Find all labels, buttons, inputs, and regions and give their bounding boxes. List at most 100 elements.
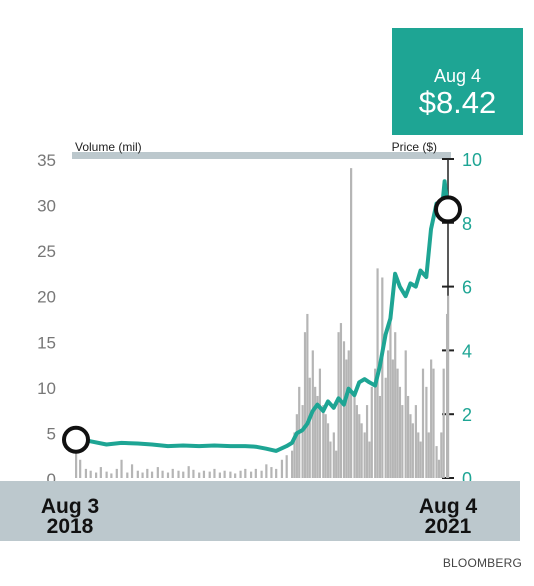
volume-bar <box>345 359 348 478</box>
volume-bar <box>89 470 92 478</box>
volume-bar <box>110 473 113 478</box>
x-axis-band <box>0 481 520 541</box>
x-start-year: 2018 <box>47 515 94 538</box>
right-tick-label: 0 <box>462 469 472 489</box>
volume-bar <box>244 468 247 478</box>
volume-bar <box>440 432 443 478</box>
volume-bar <box>374 368 377 478</box>
volume-bar <box>326 423 330 478</box>
volume-bar <box>234 473 237 478</box>
right-tick-label: 6 <box>462 278 472 298</box>
volume-bar <box>401 405 404 478</box>
volume-bar <box>384 377 387 478</box>
right-axis-label: Price ($) <box>392 140 437 154</box>
volume-bar <box>324 414 327 478</box>
volume-bar <box>335 450 338 478</box>
volume-bar <box>398 386 402 478</box>
volume-bar <box>198 472 201 478</box>
volume-bar <box>435 446 438 478</box>
price-callout: Aug 4 $8.42 <box>392 28 523 135</box>
volume-bar <box>350 168 353 478</box>
volume-bar <box>156 467 159 478</box>
volume-bar <box>105 471 108 478</box>
volume-bar <box>365 405 369 478</box>
volume-bar <box>360 423 363 478</box>
volume-bar <box>430 359 433 478</box>
left-tick-label: 35 <box>37 151 56 170</box>
volume-bar <box>150 471 154 478</box>
volume-bar <box>265 464 268 478</box>
volume-bar <box>419 441 422 478</box>
volume-bar <box>378 395 382 478</box>
volume-bar <box>425 386 428 478</box>
header-band <box>72 152 451 159</box>
volume-bar <box>417 432 420 478</box>
volume-bar <box>187 466 190 478</box>
volume-bar <box>368 441 371 478</box>
volume-bar <box>99 467 102 478</box>
volume-bar <box>316 395 319 478</box>
volume-bar <box>432 368 435 478</box>
volume-bar <box>95 472 98 478</box>
volume-bar <box>270 467 273 478</box>
volume-bar <box>394 332 397 478</box>
left-axis: 0 5 10 15 20 25 30 35 <box>37 151 56 489</box>
volume-bar <box>115 468 118 478</box>
x-start-month: Aug 3 <box>41 495 99 518</box>
volume-bar <box>437 459 441 478</box>
volume-bar <box>171 468 174 478</box>
volume-bar <box>291 450 294 478</box>
volume-bar <box>329 441 332 478</box>
price-marker <box>62 425 90 454</box>
right-tick-label: 10 <box>462 150 482 170</box>
volume-bar <box>84 468 88 478</box>
left-axis-label: Volume (mil) <box>75 140 142 154</box>
volume-bar <box>358 414 361 478</box>
volume-bar <box>301 405 304 478</box>
left-tick-label: 20 <box>37 288 56 307</box>
left-tick-label: 30 <box>37 197 56 216</box>
volume-bar <box>389 313 392 478</box>
volume-bar <box>202 470 206 478</box>
price-markers <box>62 195 462 454</box>
volume-bar <box>249 471 253 478</box>
volume-bar <box>381 277 384 478</box>
left-tick-label: 0 <box>47 470 56 489</box>
volume-bar <box>442 368 445 478</box>
right-tick-label: 2 <box>462 405 472 425</box>
volume-bar <box>409 414 412 478</box>
left-tick-label: 5 <box>47 424 56 443</box>
callout-price: $8.42 <box>418 85 497 120</box>
volume-bar <box>391 359 394 478</box>
right-tick-label: 4 <box>462 341 472 361</box>
volume-bar <box>404 350 407 478</box>
volume-bar <box>396 368 399 478</box>
volume-bar <box>386 350 390 478</box>
price-marker <box>434 195 462 224</box>
volume-bar <box>126 472 129 478</box>
volume-bar <box>229 471 232 478</box>
x-end-month: Aug 4 <box>419 495 478 518</box>
volume-bar <box>280 459 284 478</box>
volume-bar <box>166 472 170 478</box>
volume-bars <box>75 168 450 478</box>
volume-bar <box>75 436 78 478</box>
volume-bar <box>260 470 263 478</box>
volume-bar <box>223 470 226 478</box>
source-label: BLOOMBERG <box>442 556 522 570</box>
volume-bar <box>414 405 417 478</box>
x-end-year: 2021 <box>425 515 472 538</box>
volume-bar <box>337 332 340 478</box>
volume-bar <box>120 459 123 478</box>
volume-bar <box>342 341 346 478</box>
volume-bar <box>370 386 373 478</box>
volume-bar <box>406 395 410 478</box>
volume-bar <box>347 350 350 478</box>
volume-bar <box>318 368 322 478</box>
price-line <box>74 179 450 453</box>
volume-bar <box>254 468 257 478</box>
left-tick-label: 10 <box>37 379 56 398</box>
left-tick-label: 25 <box>37 242 56 261</box>
volume-bar <box>332 432 335 478</box>
